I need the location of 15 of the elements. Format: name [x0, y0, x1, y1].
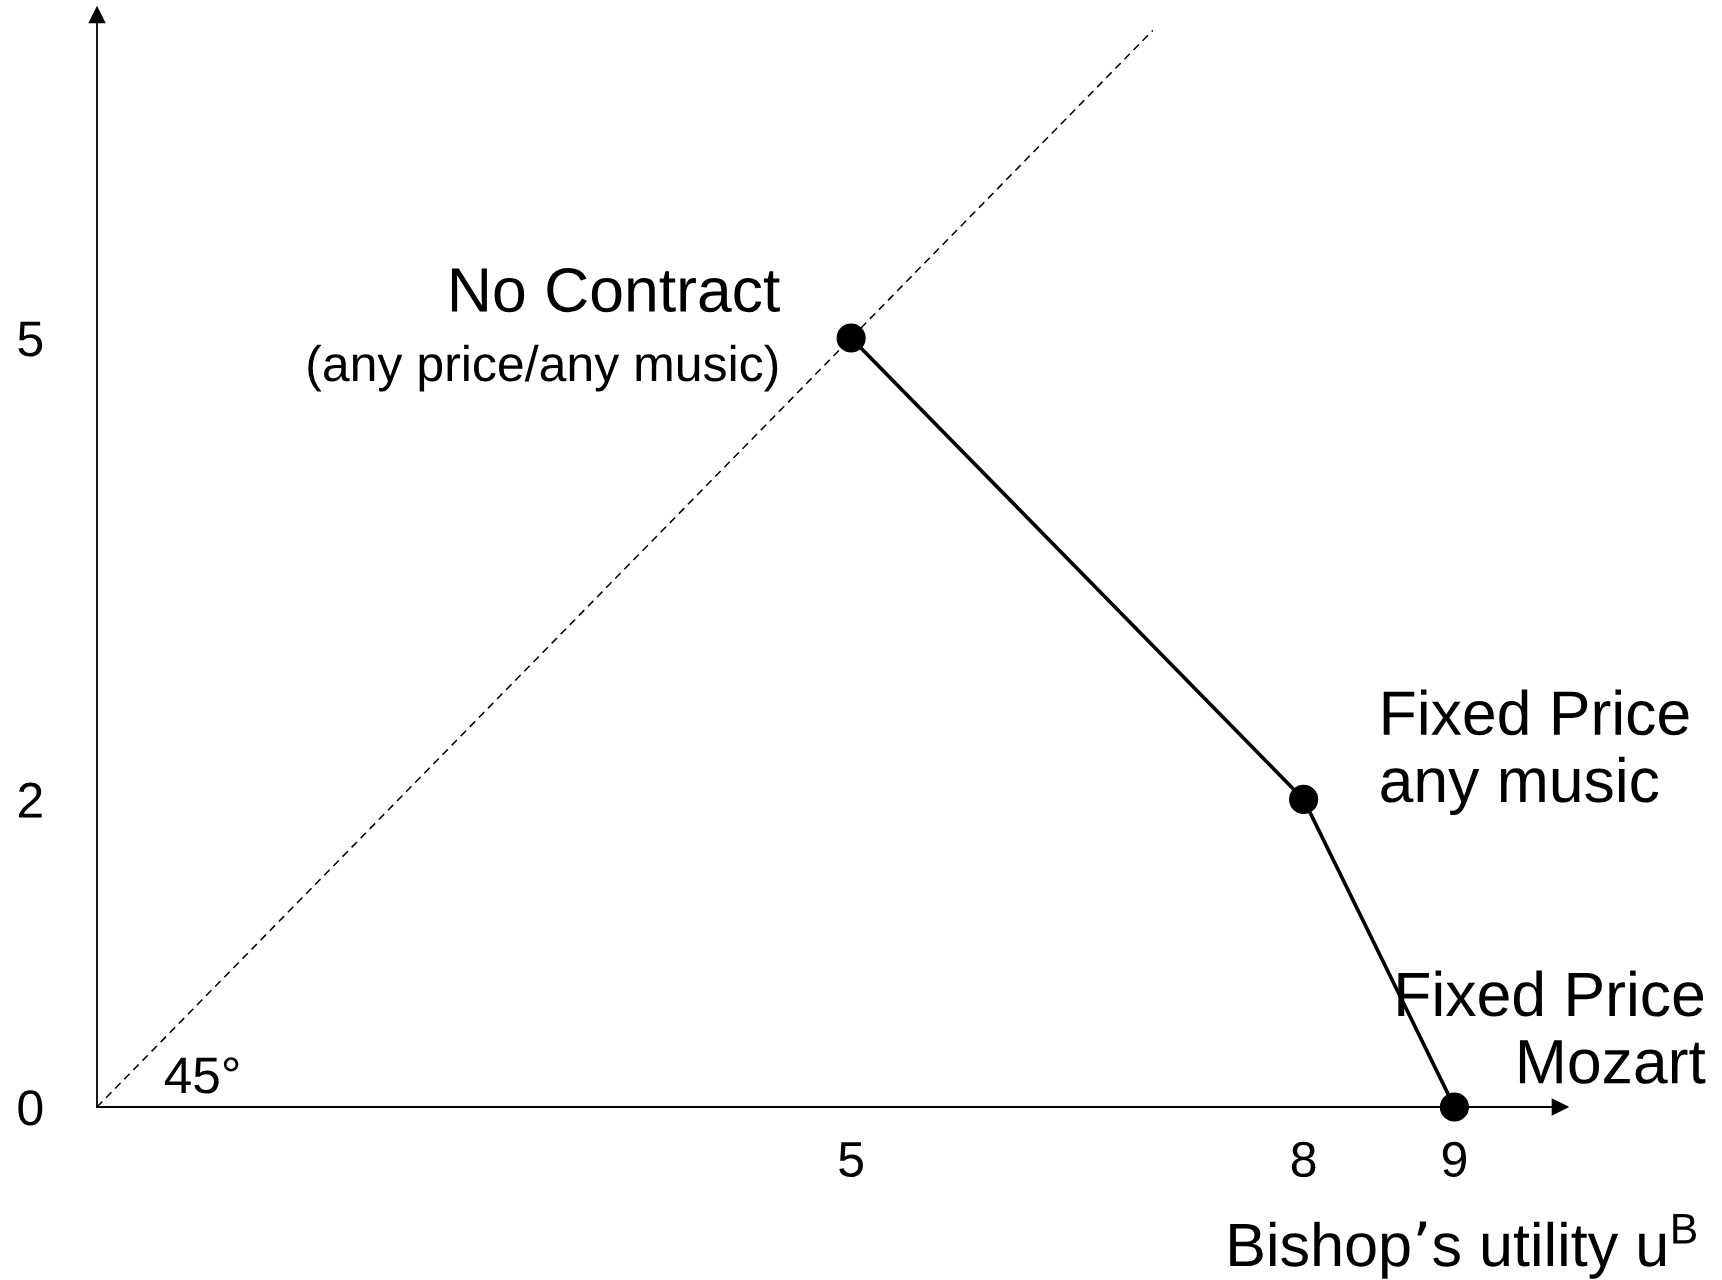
point [836, 323, 866, 353]
x-tick-label: 8 [1291, 1141, 1316, 1178]
annotation: No Contract [451, 267, 780, 313]
y-tick-label: 0 [18, 1090, 43, 1126]
point [1439, 1092, 1470, 1122]
x-tick-label: 5 [839, 1142, 863, 1178]
point [1289, 784, 1319, 814]
x-tick-label: 9 [1442, 1141, 1466, 1178]
annotation: (any price/any music) [308, 344, 778, 392]
annotation: Fixed Price any music [1381, 689, 1689, 815]
y-tick-label: 5 [18, 321, 43, 357]
y-tick-label: 2 [18, 782, 42, 818]
annotation: 45° [164, 1057, 239, 1094]
x-axis-title: Bishop’s utility u$^{B}$ [1230, 1214, 1697, 1279]
annotation: Fixed Price Mozart [1398, 970, 1706, 1084]
